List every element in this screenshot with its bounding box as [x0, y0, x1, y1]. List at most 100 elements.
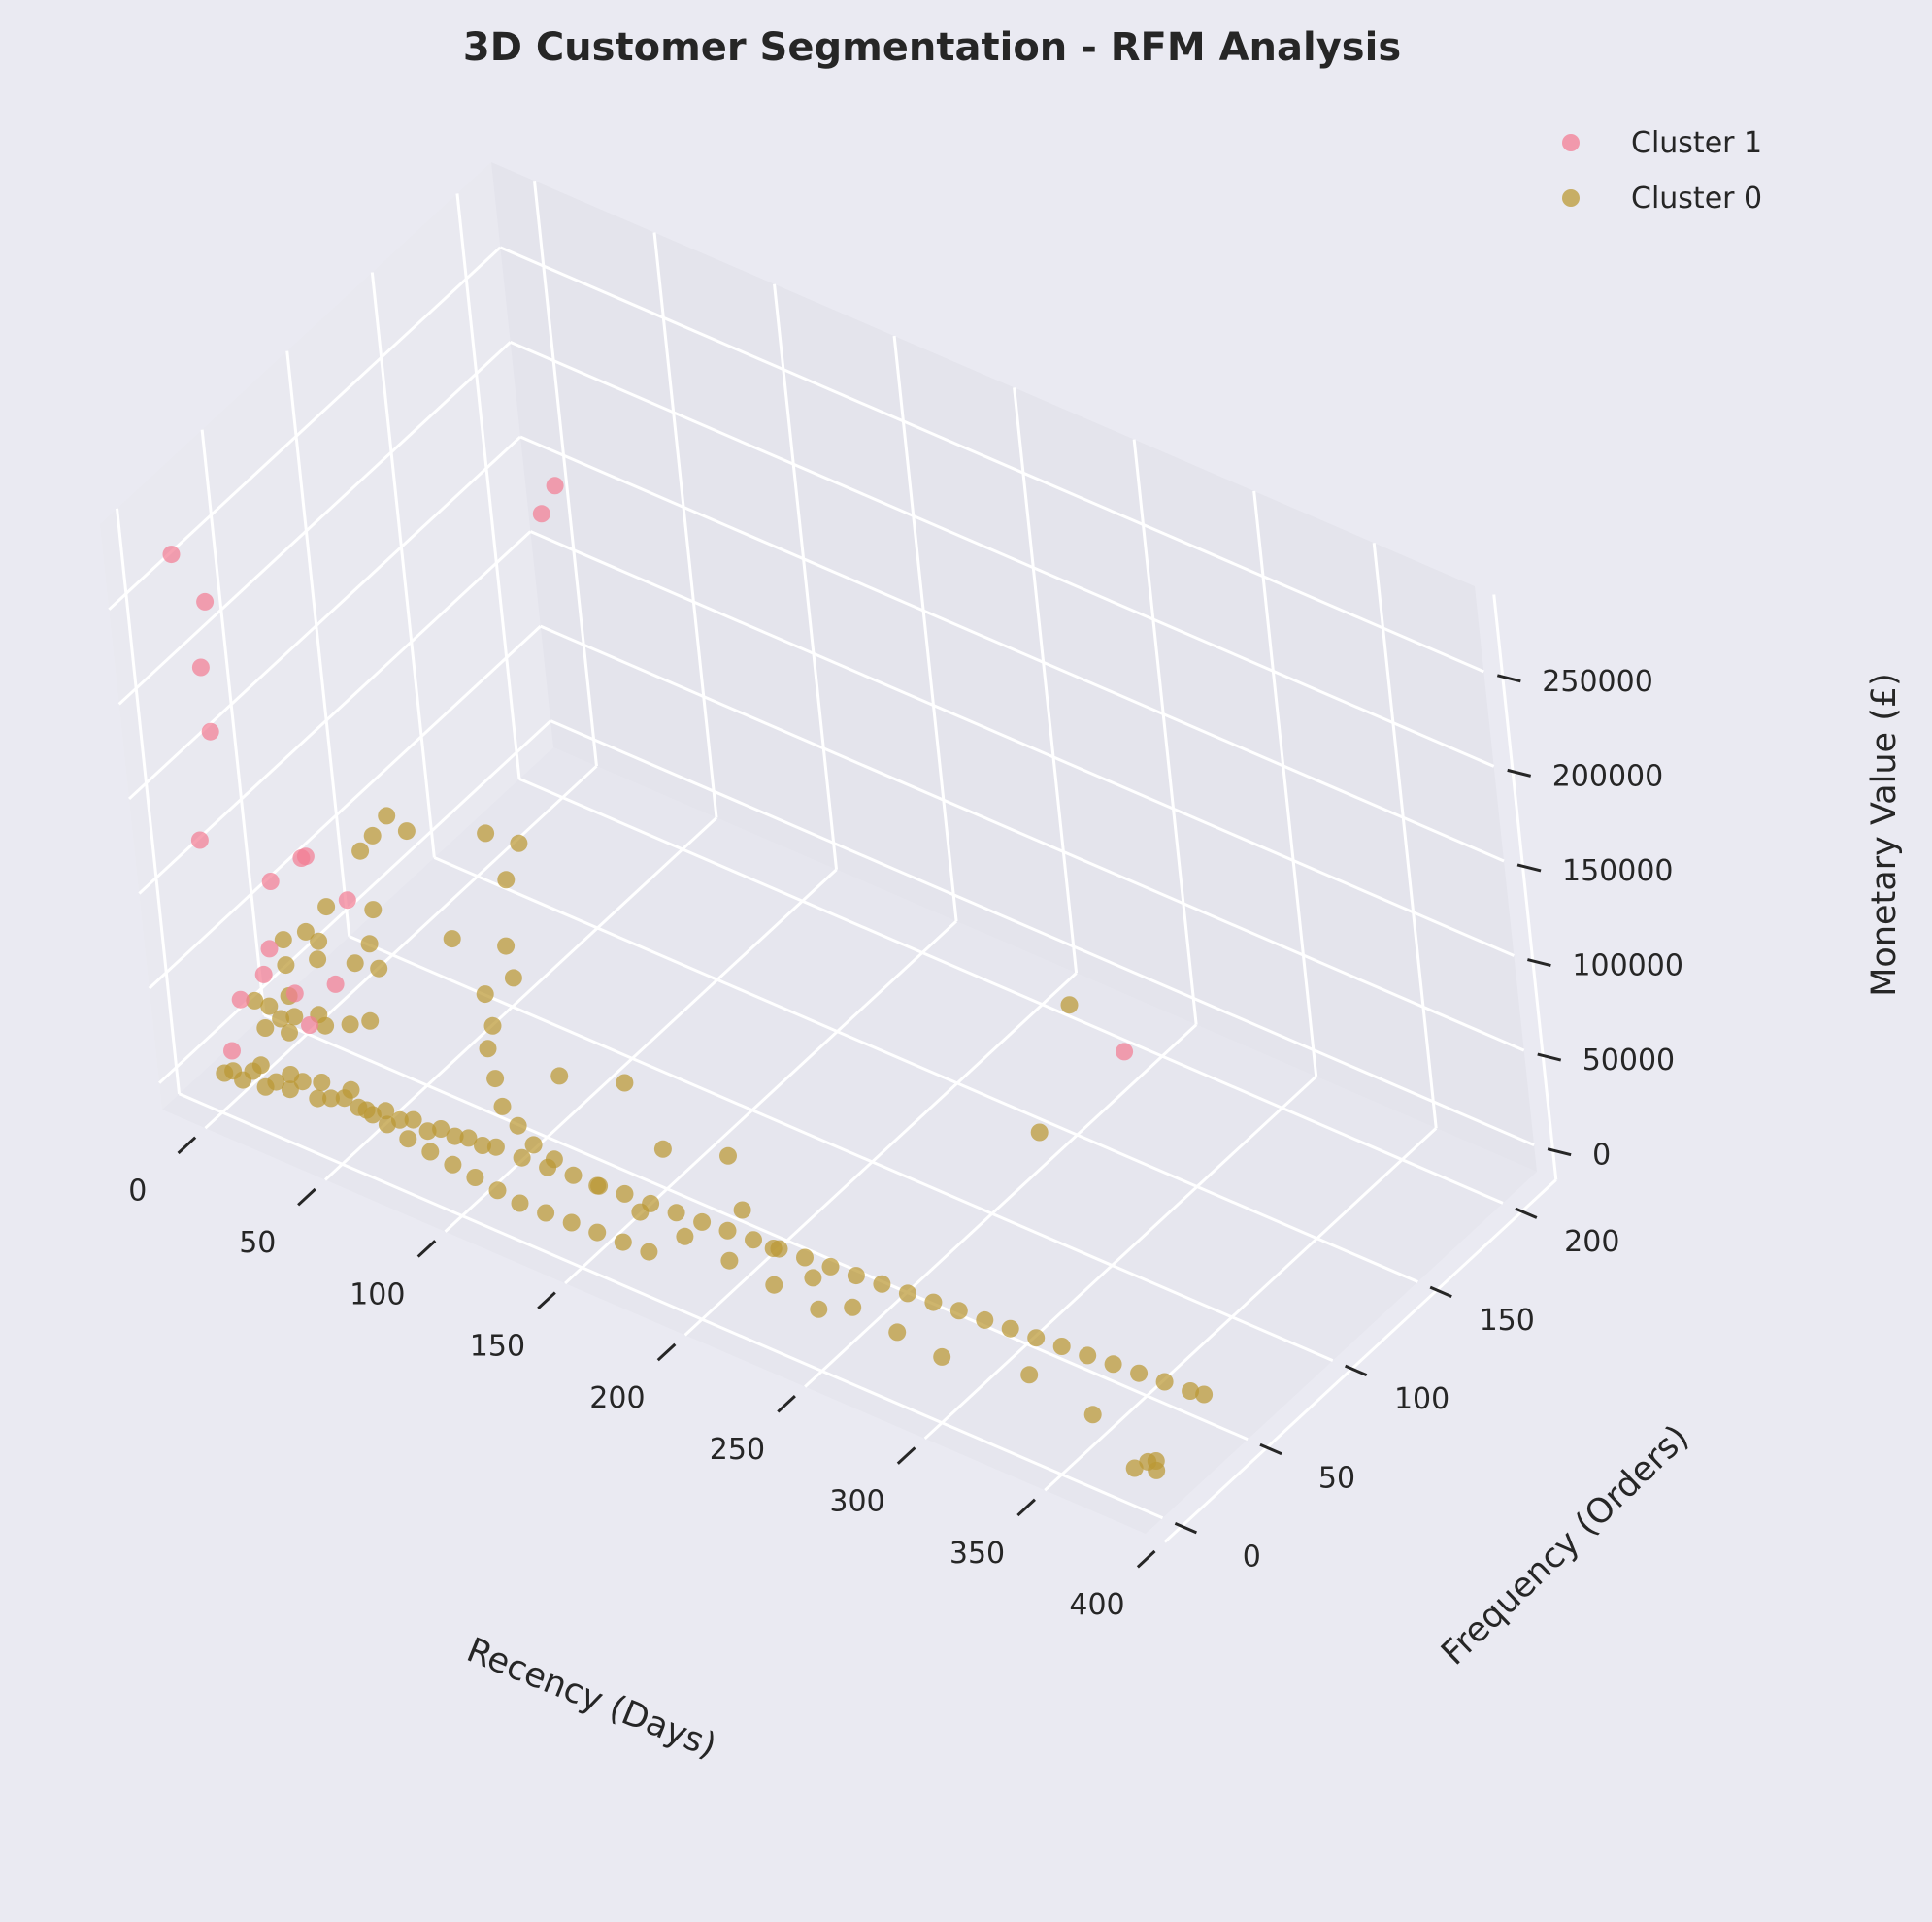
- legend-marker-cluster-1: [1562, 134, 1580, 151]
- cluster-0-point: [363, 826, 382, 845]
- cluster-1-point: [532, 505, 550, 523]
- cluster-0-point: [364, 901, 383, 919]
- cluster-1-point: [338, 891, 356, 910]
- floor-grid-y: [349, 935, 1334, 1362]
- cluster-0-point: [847, 1267, 865, 1285]
- cluster-1-point: [261, 873, 280, 890]
- back-grid-x: [773, 283, 839, 870]
- cluster-0-point: [497, 871, 516, 889]
- z-tick-mark: [1516, 863, 1542, 873]
- cluster-0-point: [310, 932, 328, 950]
- z-tick-label: 50000: [1582, 1044, 1675, 1077]
- cluster-0-point: [1027, 1329, 1046, 1347]
- x-tick-label: 250: [710, 1433, 765, 1467]
- cluster-0-point: [421, 1143, 440, 1161]
- cluster-0-point: [733, 1201, 751, 1219]
- cluster-1-point: [254, 965, 273, 983]
- floor-grid-y: [518, 778, 1504, 1205]
- cluster-1-point: [1116, 1043, 1134, 1061]
- cluster-0-point: [493, 1097, 512, 1115]
- z-tick-mark: [1527, 958, 1551, 967]
- cluster-0-point: [616, 1184, 634, 1203]
- cluster-0-point: [474, 1137, 491, 1154]
- floor-grid-x: [923, 1075, 1317, 1441]
- left-grid-y: [455, 193, 521, 779]
- grid-lines: [108, 181, 1558, 1543]
- back-grid-z: [540, 624, 1525, 1052]
- x-tick-mark: [1136, 1549, 1156, 1569]
- z-tick-label: 0: [1592, 1139, 1611, 1173]
- cluster-0-point: [282, 1066, 300, 1083]
- cluster-0-point: [513, 1148, 531, 1167]
- cluster-0-point: [370, 959, 388, 978]
- cluster-0-point: [720, 1251, 739, 1270]
- cluster-0-point: [509, 1116, 527, 1135]
- back-grid-x: [892, 335, 958, 922]
- cluster-0-point: [504, 969, 522, 987]
- cluster-0-point: [260, 997, 279, 1015]
- left-grid-z: [128, 435, 522, 801]
- cluster-0-point: [479, 1040, 497, 1058]
- y-tick-label: 100: [1394, 1382, 1449, 1416]
- cluster-0-point: [614, 1233, 632, 1251]
- back-grid-x: [1013, 387, 1079, 974]
- axis-ticks: 0 50 100 150 200 250 300 350 400 0 50 100 150 200 0 500…: [128, 665, 1683, 1622]
- cluster-0-point: [1060, 996, 1079, 1014]
- cluster-0-point: [444, 1155, 462, 1174]
- cluster-0-point: [378, 807, 396, 825]
- cluster-0-point: [719, 1146, 737, 1165]
- cluster-0-point: [888, 1323, 907, 1342]
- x-tick-label: 300: [829, 1485, 884, 1519]
- cluster-0-point: [277, 956, 295, 975]
- cluster-0-point: [616, 1074, 634, 1092]
- x-tick-mark: [896, 1446, 916, 1465]
- legend-marker-cluster-0: [1562, 189, 1580, 207]
- cluster-1-point: [162, 546, 181, 564]
- cluster-0-point: [564, 1166, 583, 1184]
- cluster-0-point: [550, 1067, 569, 1085]
- cluster-0-point: [745, 1231, 762, 1249]
- y-tick-mark: [1174, 1521, 1198, 1535]
- z-tick-mark: [1547, 1147, 1572, 1157]
- chart-title: 3D Customer Segmentation - RFM Analysis: [463, 25, 1401, 70]
- cluster-0-point: [309, 1089, 327, 1108]
- cluster-0-point: [537, 1204, 555, 1222]
- x-tick-label: 400: [1069, 1588, 1124, 1622]
- cluster-1-point: [231, 990, 250, 1009]
- cluster-0-point: [764, 1240, 783, 1257]
- z-axis-label: Monetary Value (£): [1865, 673, 1904, 997]
- z-tick-label: 200000: [1552, 759, 1664, 793]
- cluster-0-point: [346, 954, 364, 973]
- x-tick-label: 100: [350, 1277, 405, 1311]
- x-tick-label: 50: [239, 1226, 276, 1260]
- left-grid-y: [370, 272, 436, 858]
- back-grid-z: [529, 530, 1515, 957]
- cluster-1-point: [301, 1016, 318, 1034]
- cluster-0-point: [653, 1140, 672, 1158]
- cluster-0-point: [765, 1276, 783, 1294]
- back-grid-x: [532, 181, 598, 767]
- cluster-0-point: [477, 824, 495, 843]
- cluster-0-point: [1147, 1452, 1165, 1470]
- cluster-0-point: [459, 1129, 478, 1147]
- cluster-0-point: [322, 1089, 340, 1108]
- back-grid-x: [1252, 490, 1318, 1077]
- y-tick-mark: [1515, 1207, 1538, 1219]
- cluster-0-point: [267, 1073, 285, 1091]
- cluster-0-point: [1079, 1346, 1097, 1365]
- cluster-0-point: [511, 1194, 529, 1212]
- y-tick-label: 0: [1243, 1540, 1261, 1574]
- back-wall-pane: [491, 162, 1537, 1172]
- cluster-0-point: [497, 937, 516, 955]
- cluster-1-point: [296, 847, 315, 866]
- cluster-0-point: [667, 1204, 685, 1222]
- floor-grid-x: [804, 1023, 1198, 1388]
- cluster-0-point: [397, 822, 416, 841]
- back-grid-x: [652, 232, 718, 818]
- cluster-0-point: [1195, 1385, 1214, 1404]
- cluster-0-point: [676, 1227, 694, 1245]
- cluster-0-point: [1030, 1123, 1049, 1142]
- cluster-1-point: [260, 940, 279, 958]
- cluster-0-point: [545, 1150, 563, 1169]
- floor-grid-x: [1163, 1178, 1557, 1543]
